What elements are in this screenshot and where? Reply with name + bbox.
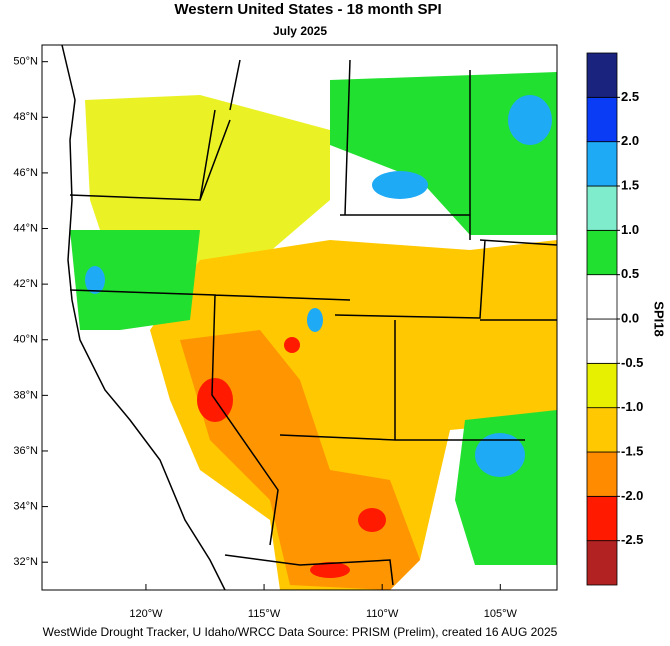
colorbar-tick-label: -1.0 xyxy=(621,399,643,414)
y-tick-label: 38°N xyxy=(13,389,38,401)
color-box xyxy=(586,495,618,542)
color-box xyxy=(586,274,618,320)
colorbar-tick-label: 0.0 xyxy=(621,310,639,325)
colorbar-title: SPI18 xyxy=(652,301,667,336)
colorbar-tick-label: 2.0 xyxy=(621,133,639,148)
y-tick-label: 34°N xyxy=(13,500,38,512)
colorbar-tick-label: -1.5 xyxy=(621,443,643,458)
color-box xyxy=(586,96,618,143)
map-body xyxy=(41,44,558,591)
color-box xyxy=(586,318,618,364)
y-tick-label: 50°N xyxy=(13,56,38,68)
colorbar-tick-label: 0.5 xyxy=(621,266,639,281)
color-box xyxy=(586,451,618,497)
color-box xyxy=(586,141,618,187)
y-tick-label: 46°N xyxy=(13,167,38,179)
color-box xyxy=(586,52,618,98)
x-tick-label: 105°W xyxy=(484,608,518,620)
color-box xyxy=(586,229,618,276)
colorbar-tick-label: -2.0 xyxy=(621,488,643,503)
color-box xyxy=(586,407,618,453)
subtitle: July 2025 xyxy=(273,24,327,38)
colorbar-tick-label: -0.5 xyxy=(621,355,643,370)
x-tick-label: 120°W xyxy=(129,608,163,620)
colorbar-tick-label: 1.5 xyxy=(621,177,639,192)
colorbar-tick-label: 2.5 xyxy=(621,89,639,104)
title: Western United States - 18 month SPI xyxy=(174,1,441,18)
colorbar-tick-label: -2.5 xyxy=(621,532,643,547)
color-box xyxy=(586,362,618,409)
y-tick-label: 40°N xyxy=(13,334,38,346)
footer: WestWide Drought Tracker, U Idaho/WRCC D… xyxy=(43,625,558,639)
color-box xyxy=(586,540,618,586)
y-tick-label: 32°N xyxy=(13,556,38,568)
y-tick-label: 44°N xyxy=(13,222,38,234)
y-tick-label: 36°N xyxy=(13,445,38,457)
colorbar-tick-label: 1.0 xyxy=(621,222,639,237)
x-tick-label: 110°W xyxy=(366,608,399,620)
y-tick-label: 48°N xyxy=(13,111,38,123)
x-tick-label: 115°W xyxy=(248,608,281,620)
y-tick-label: 42°N xyxy=(13,278,38,290)
color-box xyxy=(586,185,618,231)
